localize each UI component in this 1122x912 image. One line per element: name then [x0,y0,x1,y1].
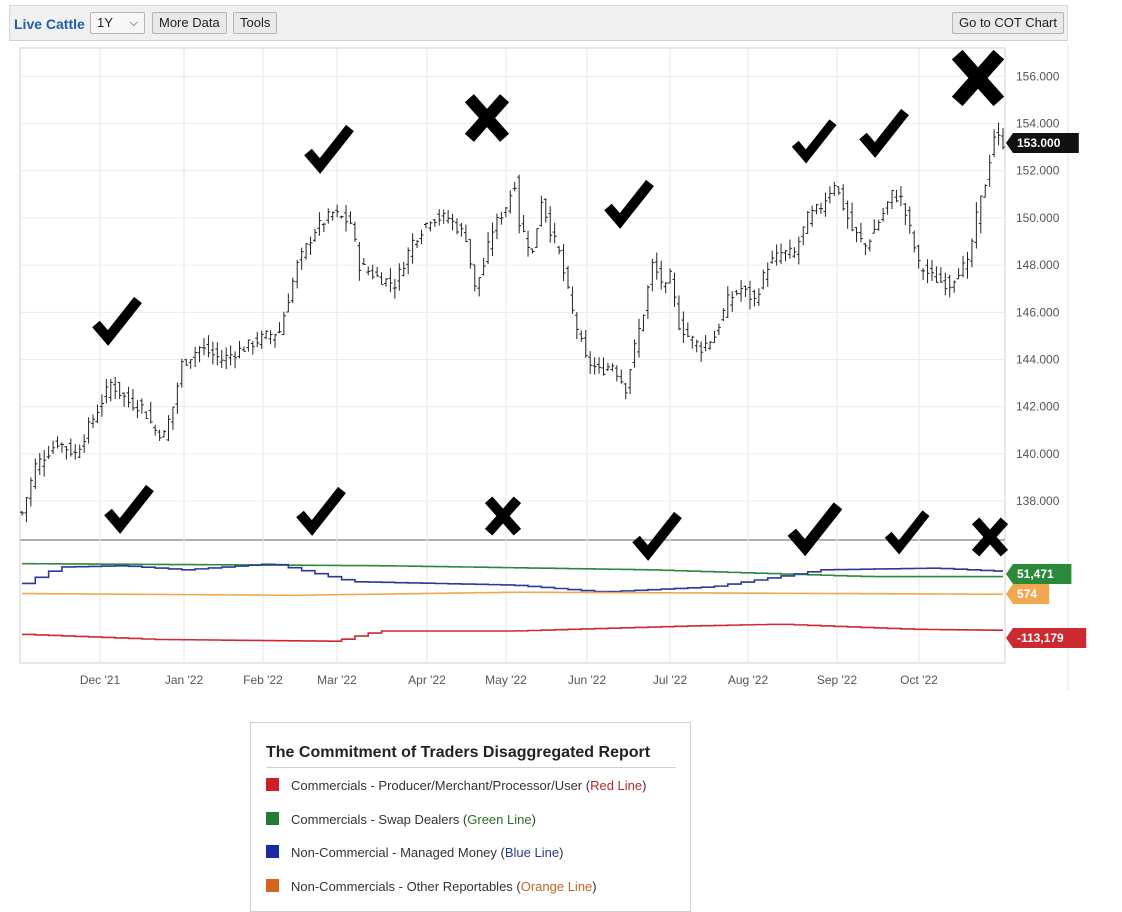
period-select[interactable]: 1Y ⌵ [90,12,145,34]
legend-tail: ) [592,879,597,894]
cross-annotation [464,94,510,142]
check-stroke [92,296,142,346]
cot-line [22,563,1003,593]
checkmark-annotation [296,486,346,536]
x-tick-label: Jan '22 [165,673,204,687]
x-tick-label: Feb '22 [243,673,283,687]
x-tick-label: Aug '22 [728,673,769,687]
legend-swatch-green [266,812,279,825]
price-tick-label: 152.000 [1016,164,1060,178]
legend-label: Commercials - Swap Dealers ( [291,812,468,827]
x-tick-label: Apr '22 [408,673,446,687]
cross-stroke [484,496,522,536]
checkmark-annotation [787,502,843,557]
price-badge-label: -113,179 [1017,631,1064,645]
price-cot-chart[interactable]: Dec '21 Jan '22 Feb '22 Mar '22 Apr '22 May '… [0,0,1122,700]
symbol-title: Live Cattle [14,16,85,32]
legend-label: Non-Commercials - Other Reportables ( [291,879,521,894]
chevron-down-icon: ⌵ [129,17,138,29]
legend-note: Orange Line [520,879,593,894]
legend-item-producer: Commercials - Producer/Merchant/Processo… [266,778,646,793]
checkmark-annotation [304,124,354,174]
checkmark-annotation [104,484,154,534]
price-tick-label: 138.000 [1016,494,1060,508]
x-tick-label: May '22 [485,673,527,687]
legend-tail: ) [531,812,536,827]
checkmark-annotation [791,119,837,164]
check-stroke [104,484,154,534]
price-badge [1006,564,1072,584]
x-tick-label: Mar '22 [317,673,357,687]
check-stroke [604,179,654,229]
price-badge-label: 51,471 [1017,567,1054,581]
checkmark-annotation [92,296,142,346]
ohlc-bars [20,122,1005,523]
price-tick-label: 156.000 [1016,69,1060,83]
checkmark-annotation [604,179,654,229]
price-tick-label: 140.000 [1016,447,1060,461]
legend-tail: ) [642,778,647,793]
x-tick-label: Oct '22 [900,673,938,687]
checkmark-annotation [884,510,930,555]
chart-toolbar: Live Cattle 1Y ⌵ More Data Tools Go to C… [9,5,1068,41]
cot-chart-button[interactable]: Go to COT Chart [951,12,1064,34]
check-stroke [859,108,909,158]
legend-item-swap: Commercials - Swap Dealers (Green Line) [266,812,536,827]
price-tick-label: 146.000 [1016,305,1060,319]
price-badge [1006,133,1079,153]
legend-label: Non-Commercial - Managed Money ( [291,845,505,860]
x-tick-label: Jul '22 [653,673,688,687]
check-stroke [296,486,346,536]
cross-stroke [951,49,1005,107]
checkmark-annotation [632,511,682,561]
check-stroke [884,510,930,555]
cross-annotation [971,517,1009,557]
cot-line [22,591,1003,597]
legend-swatch-red [266,778,279,791]
cot-legend: The Commitment of Traders Disaggregated … [250,722,691,912]
cross-annotation [951,49,1005,107]
price-tick-label: 142.000 [1016,400,1060,414]
legend-note: Green Line [467,812,532,827]
check-stroke [787,502,843,557]
legend-title: The Commitment of Traders Disaggregated … [266,744,676,768]
legend-note: Red Line [590,778,643,793]
price-badge-label: 153.000 [1017,136,1061,150]
cot-line [22,623,1003,642]
check-stroke [304,124,354,174]
legend-note: Blue Line [504,845,560,860]
legend-item-managed-money: Non-Commercial - Managed Money (Blue Lin… [266,845,563,860]
x-tick-label: Sep '22 [817,673,858,687]
check-stroke [632,511,682,561]
price-badge [1006,628,1087,648]
price-badge-label: 574 [1017,587,1037,601]
price-tick-label: 144.000 [1016,353,1060,367]
cross-annotation [484,496,522,536]
price-tick-label: 154.000 [1016,117,1060,131]
legend-tail: ) [559,845,564,860]
cross-stroke [464,94,510,142]
plot-area [19,47,1006,664]
price-tick-label: 148.000 [1016,258,1060,272]
x-tick-label: Jun '22 [568,673,607,687]
legend-swatch-blue [266,845,279,858]
legend-swatch-orange [266,879,279,892]
x-tick-label: Dec '21 [80,673,121,687]
more-data-button[interactable]: More Data [152,12,227,34]
cross-stroke [971,517,1009,557]
legend-item-other: Non-Commercials - Other Reportables (Ora… [266,879,597,894]
check-stroke [791,119,837,164]
legend-label: Commercials - Producer/Merchant/Processo… [291,778,591,793]
period-value: 1Y [97,15,113,30]
checkmark-annotation [859,108,909,158]
tools-button[interactable]: Tools [233,12,278,34]
price-tick-label: 150.000 [1016,211,1060,225]
price-badge [1006,584,1050,604]
